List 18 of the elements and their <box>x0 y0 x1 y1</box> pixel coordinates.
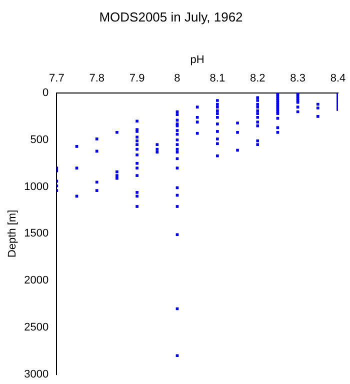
x-axis-title: pH <box>190 54 204 66</box>
y-tick-label: 500 <box>30 134 49 146</box>
y-tick-label: 2500 <box>24 322 49 334</box>
y-tick-label: 1000 <box>24 180 49 193</box>
x-tick-label: 7.9 <box>129 72 145 84</box>
x-tick-label: 8.4 <box>330 72 346 84</box>
x-tick-label: 7.7 <box>49 72 64 84</box>
y-axis-title: Depth [m] <box>6 210 19 258</box>
chart-title: MODS2005 in July, 1962 <box>99 9 243 24</box>
y-tick-label: 3000 <box>24 368 49 380</box>
y-tick-label: 1500 <box>24 228 49 240</box>
x-tick-label: 8.2 <box>250 72 266 84</box>
x-tick-label: 8.1 <box>210 72 226 84</box>
y-tick-label: 0 <box>42 87 49 100</box>
y-tick-label: 2000 <box>24 274 49 287</box>
x-tick-label: 8 <box>174 72 180 84</box>
x-tick-label: 8.3 <box>290 72 306 84</box>
x-tick-label: 7.8 <box>89 72 105 84</box>
